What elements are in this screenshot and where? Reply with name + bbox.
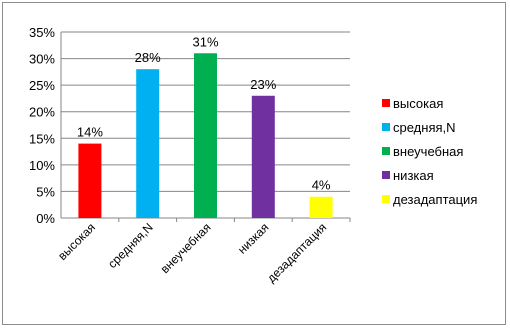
legend-swatch xyxy=(382,99,390,107)
legend-label: низкая xyxy=(393,168,434,183)
y-tick-label: 15% xyxy=(29,131,55,146)
bar-4 xyxy=(251,95,275,218)
data-label: 23% xyxy=(250,77,276,92)
x-category-label: высокая xyxy=(55,220,98,263)
data-label: 31% xyxy=(192,34,218,49)
bar-3 xyxy=(194,53,217,218)
data-label: 4% xyxy=(312,178,331,193)
legend-label: высокая xyxy=(393,96,443,111)
legend-swatch xyxy=(382,123,390,131)
y-tick-label: 35% xyxy=(29,25,55,40)
bar-5 xyxy=(309,196,333,218)
bar-1 xyxy=(78,143,102,218)
y-tick-label: 25% xyxy=(29,78,55,93)
y-tick-label: 30% xyxy=(29,52,55,67)
data-label: 28% xyxy=(135,50,161,65)
bars xyxy=(78,53,333,218)
x-axis-categories: высокая средняя,N внеучебная низкаядезадапт… xyxy=(55,220,329,285)
legend-label: дезадаптация xyxy=(393,192,477,207)
x-category-label: дезадаптация xyxy=(264,220,329,285)
legend: высокая средняя,N внеучебная низкая дезадапт… xyxy=(382,96,477,207)
legend-swatch xyxy=(382,147,390,155)
x-category-label: низкая xyxy=(235,220,271,256)
y-axis-ticks: 0% 5% 10% 15% 20% 25% 30% 35% xyxy=(29,25,55,226)
y-tick-label: 0% xyxy=(36,211,55,226)
legend-swatch xyxy=(382,195,390,203)
data-label: 14% xyxy=(77,125,103,140)
y-tick-label: 10% xyxy=(29,158,55,173)
x-category-label: внеучебная xyxy=(158,220,214,276)
legend-label: внеучебная xyxy=(393,144,463,159)
y-tick-label: 20% xyxy=(29,105,55,120)
bar-2 xyxy=(136,69,160,218)
legend-swatch xyxy=(382,171,390,179)
y-tick-label: 5% xyxy=(36,184,55,199)
data-labels: 14% 28% 31% 23% 4% xyxy=(77,34,331,192)
x-category-label: средняя,N xyxy=(105,220,156,271)
legend-label: средняя,N xyxy=(393,120,456,135)
